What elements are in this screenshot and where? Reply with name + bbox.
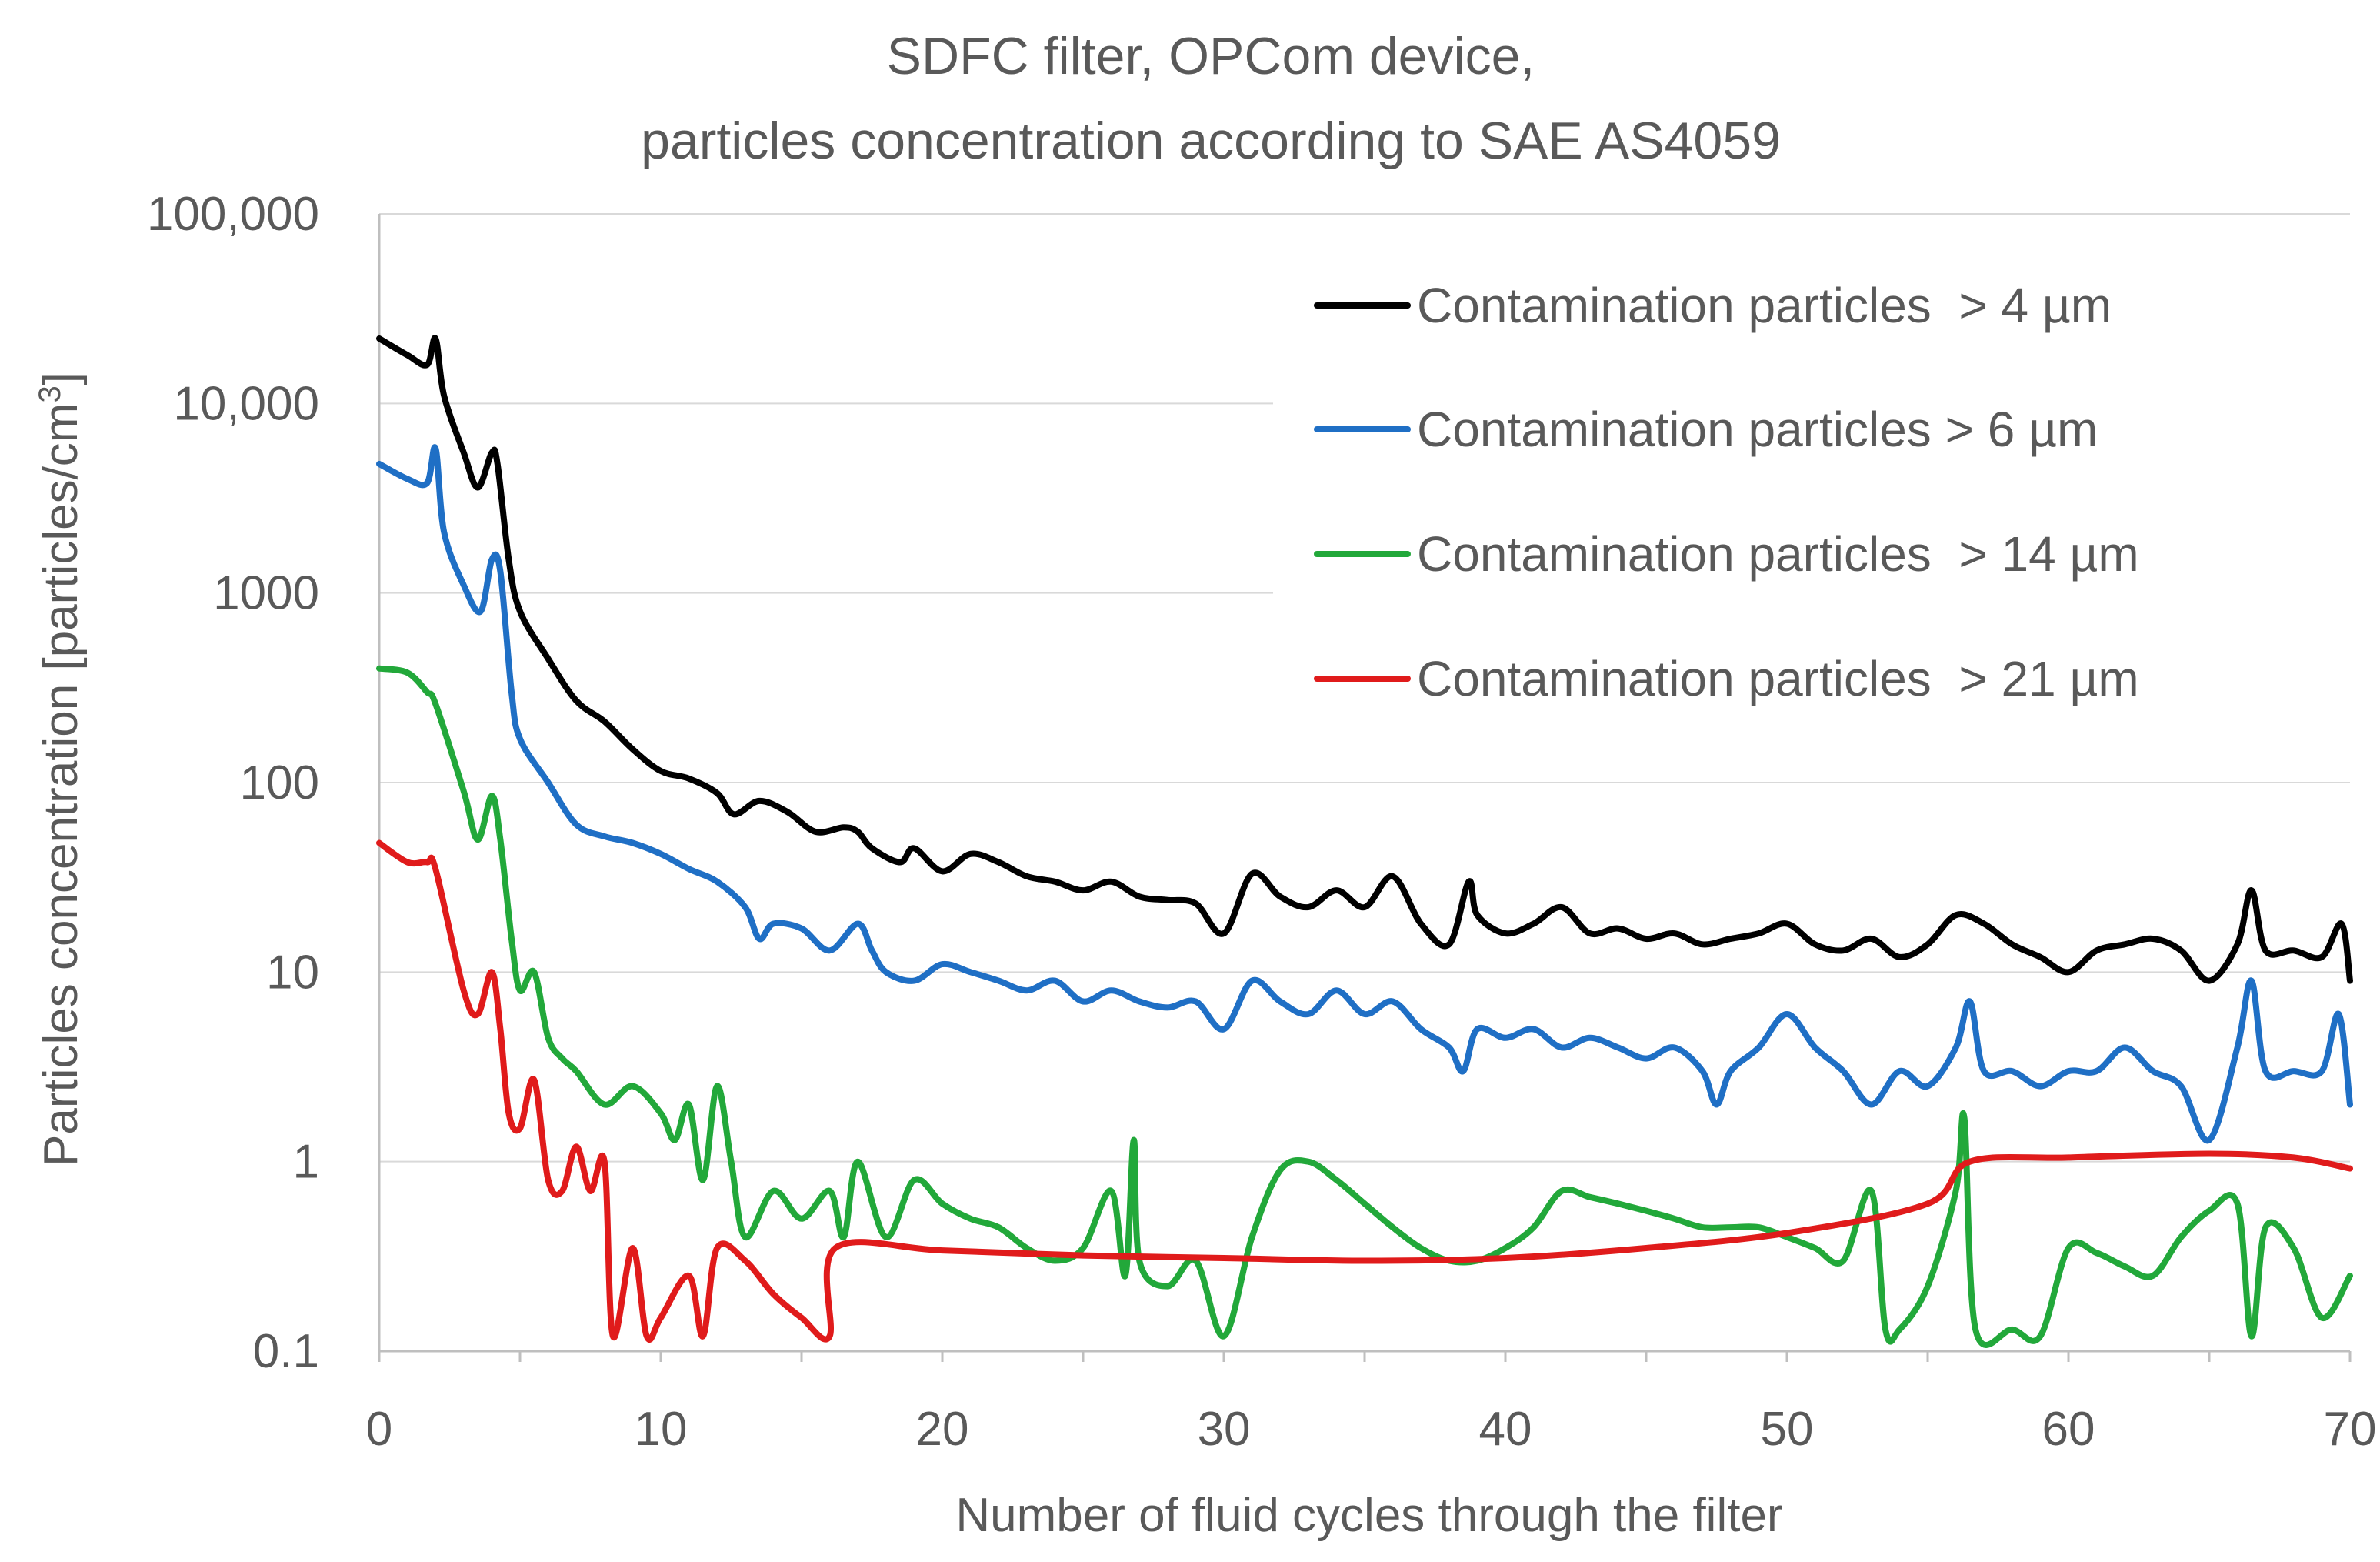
x-tick-label: 30 xyxy=(1198,1403,1251,1456)
x-tick-label: 50 xyxy=(1761,1403,1814,1456)
y-tick-label: 0.1 xyxy=(253,1325,319,1378)
chart-title-line-2: particles concentration according to SAE… xyxy=(641,112,1781,170)
chart-title-line-1: SDFC filter, OPCom device, xyxy=(887,27,1535,85)
x-tick-label: 60 xyxy=(2042,1403,2095,1456)
x-tick-label: 20 xyxy=(916,1403,969,1456)
x-tick-label: 10 xyxy=(635,1403,688,1456)
x-tick-label: 40 xyxy=(1479,1403,1532,1456)
y-tick-label: 10 xyxy=(266,946,319,999)
series-line-1 xyxy=(376,335,2353,984)
series-line-3 xyxy=(376,665,2353,1348)
y-tick-label: 10,000 xyxy=(173,377,319,430)
x-tick-label: 0 xyxy=(366,1403,392,1456)
y-tick-label: 100,000 xyxy=(147,188,319,241)
y-axis-title: Particles concentration [particles/cm3] xyxy=(33,372,88,1166)
series-line-2 xyxy=(376,444,2353,1144)
legend-label-1: Contamination particles > 4 µm xyxy=(1417,278,2112,333)
x-tick-label: 70 xyxy=(2324,1403,2377,1456)
series-group xyxy=(376,335,2353,1348)
y-axis-title-superscript: 3 xyxy=(33,385,67,402)
y-tick-label: 1000 xyxy=(213,567,319,620)
legend: Contamination particles > 4 µm Contaminat… xyxy=(1314,278,2139,706)
y-axis-ticks: 0.1 1 10 100 1000 10,000 100,000 xyxy=(147,188,319,1378)
gridlines xyxy=(379,213,2350,1163)
y-tick-label: 100 xyxy=(240,756,319,809)
y-axis-title-suffix: ] xyxy=(35,372,88,385)
legend-label-2: Contamination particles > 6 µm xyxy=(1417,402,2098,457)
legend-label-3: Contamination particles > 14 µm xyxy=(1417,526,2139,582)
x-axis-title: Number of fluid cycles through the filte… xyxy=(955,1489,1782,1542)
y-tick-label: 1 xyxy=(293,1136,319,1189)
series-line-4 xyxy=(376,839,2353,1343)
x-axis-ticks: 0 10 20 30 40 50 60 70 xyxy=(366,1351,2377,1456)
legend-label-4: Contamination particles > 21 µm xyxy=(1417,651,2139,706)
y-axis-title-main: Particles concentration [particles/cm xyxy=(35,403,88,1166)
